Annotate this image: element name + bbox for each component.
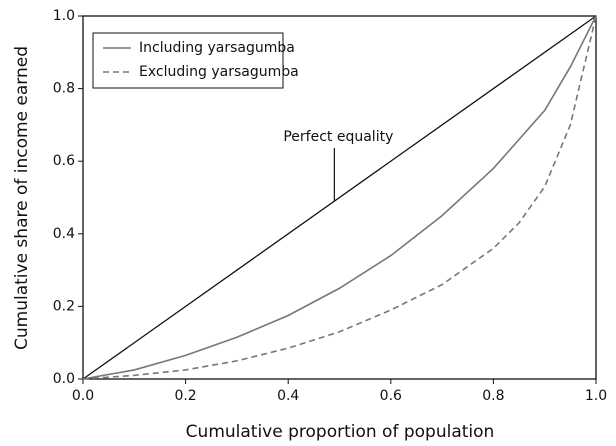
series-line [82, 15, 597, 380]
equality-line [82, 15, 597, 380]
legend-label: Including yarsagumba [139, 40, 295, 56]
legend-label: Excluding yarsagumba [139, 64, 299, 80]
legend-box [92, 32, 284, 89]
y-tick-label: 0.8 [53, 81, 75, 97]
x-tick-label: 0.4 [277, 388, 299, 404]
y-tick-label: 0.6 [53, 153, 75, 169]
series-line [82, 15, 597, 380]
y-tick-label: 1.0 [53, 8, 75, 24]
plot-frame [82, 15, 597, 380]
y-tick-label: 0.0 [53, 371, 75, 387]
y-tick-label: 0.2 [53, 298, 75, 314]
y-axis-title: Cumulative share of income earned [12, 46, 32, 350]
x-tick-label: 0.6 [380, 388, 402, 404]
annotation: Perfect equality [283, 129, 393, 145]
x-tick-label: 0.2 [174, 388, 196, 404]
x-tick-label: 1.0 [585, 388, 607, 404]
x-tick-label: 0.8 [482, 388, 504, 404]
x-axis-title: Cumulative proportion of population [186, 422, 495, 442]
y-tick-label: 0.4 [53, 226, 75, 242]
x-tick-label: 0.0 [72, 388, 94, 404]
